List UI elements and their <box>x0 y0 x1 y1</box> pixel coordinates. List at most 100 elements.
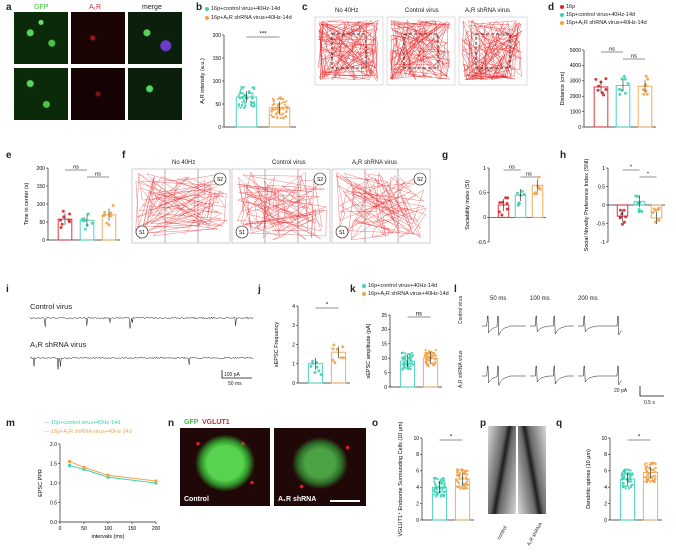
trace-label-shrna: A₁R shRNA virus <box>30 340 87 349</box>
y-tick-label: 2000 <box>570 94 581 100</box>
point <box>647 471 650 474</box>
point <box>434 357 437 360</box>
sig-label: ns <box>509 165 515 171</box>
point <box>645 477 648 480</box>
y-tick-label: 1.5 <box>50 461 57 467</box>
point <box>620 222 624 226</box>
y-axis-label: sEPSC Frequency <box>274 322 280 367</box>
point <box>461 486 464 489</box>
y-tick-label: 4 <box>416 485 419 491</box>
point <box>271 115 274 118</box>
point <box>600 91 604 95</box>
point <box>83 227 87 231</box>
point <box>463 470 467 473</box>
panel-letter-l: l <box>454 284 457 295</box>
point <box>439 478 442 481</box>
point <box>431 354 434 357</box>
point <box>464 472 467 475</box>
chart-q: 0 2 4 6 8 10 Dendritic spines (10 μm) * <box>586 435 662 524</box>
point <box>402 367 405 370</box>
legend-d-control: 16p+control virus+40Hz-14d <box>560 12 635 18</box>
y-tick-label: 25 <box>381 313 387 319</box>
point <box>275 113 278 116</box>
point <box>654 477 657 480</box>
point <box>653 481 656 484</box>
y-tick-label: -0.5 <box>596 221 605 227</box>
point <box>408 352 412 356</box>
y-axis-label: Social Novelty Preference Index (SNI) <box>584 159 590 252</box>
series-point <box>154 479 158 483</box>
y-tick-label: 4 <box>604 485 607 491</box>
c-title-0: No 40Hz <box>335 8 359 14</box>
series-point <box>68 463 72 467</box>
point <box>441 493 444 496</box>
point <box>86 212 90 216</box>
point <box>464 476 468 479</box>
point <box>538 186 542 190</box>
point <box>238 97 241 100</box>
point <box>311 359 315 363</box>
point <box>109 214 113 218</box>
point <box>647 474 650 477</box>
point <box>239 106 242 109</box>
y-tick-label: 0 <box>416 518 419 524</box>
point <box>400 356 404 359</box>
point <box>434 482 437 485</box>
ppr-traces <box>482 315 664 397</box>
point <box>466 469 469 472</box>
point <box>237 94 240 97</box>
point <box>648 464 651 467</box>
sig-label: * <box>647 172 650 178</box>
point <box>646 480 649 483</box>
point <box>651 463 654 466</box>
point <box>456 468 460 471</box>
scale-y-l: 20 pA <box>614 388 628 394</box>
track-path-0 <box>317 19 379 82</box>
point <box>504 196 508 200</box>
point <box>461 470 464 473</box>
point <box>424 348 427 352</box>
y-tick-label: 200 <box>37 166 46 172</box>
point <box>410 361 413 364</box>
track-path-1 <box>237 171 327 240</box>
point <box>239 88 242 91</box>
point <box>500 200 504 204</box>
point <box>400 351 403 354</box>
point <box>653 462 656 465</box>
point <box>645 469 648 472</box>
sig-label: * <box>450 435 453 441</box>
point <box>458 471 461 474</box>
point <box>67 218 71 222</box>
point <box>244 97 247 100</box>
sig-label: ns <box>416 312 422 318</box>
y-tick-label: 0 <box>218 125 221 131</box>
y-tick-label: 8 <box>604 452 607 458</box>
interval-200: 200 ms <box>578 296 598 302</box>
point <box>657 218 661 222</box>
micro-n-shrna <box>274 428 366 506</box>
point <box>434 360 437 364</box>
track-path-1 <box>390 19 451 80</box>
panel-letter-c: c <box>302 2 308 13</box>
point <box>435 495 438 498</box>
point <box>439 495 442 498</box>
point <box>618 216 622 220</box>
point <box>82 217 86 221</box>
point <box>241 87 244 90</box>
point <box>440 482 444 485</box>
y-tick-label: 0 <box>604 518 607 524</box>
point <box>408 356 411 359</box>
point <box>282 116 285 119</box>
c-title-1: Control virus <box>405 8 439 14</box>
point <box>401 362 405 365</box>
point <box>426 354 429 358</box>
panel-i-traces: Control virus A₁R shRNA virus 100 pA 50 … <box>26 296 258 387</box>
point <box>315 365 319 369</box>
legend-b-shrna: 16p+A₁R shRNA virus+40Hz-14d <box>205 15 292 21</box>
point <box>442 486 445 489</box>
series-point <box>82 467 86 471</box>
point <box>58 218 62 222</box>
point <box>111 204 115 208</box>
micro-gfp-1 <box>14 12 68 64</box>
point <box>435 493 438 496</box>
